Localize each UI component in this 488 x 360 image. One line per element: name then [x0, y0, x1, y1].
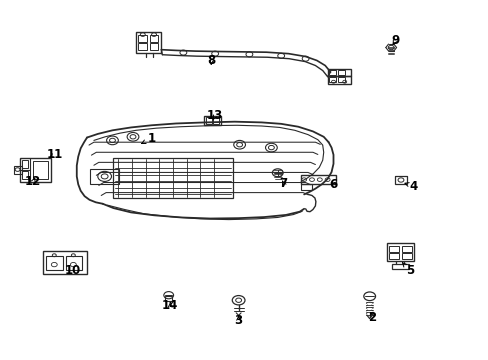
- Bar: [388, 246, 398, 252]
- Text: 10: 10: [64, 264, 81, 277]
- Bar: [206, 117, 212, 124]
- Bar: [21, 160, 28, 168]
- Bar: [136, 32, 161, 53]
- Bar: [149, 35, 158, 42]
- Text: 11: 11: [46, 148, 63, 161]
- Text: 14: 14: [162, 299, 178, 312]
- Bar: [90, 169, 119, 184]
- Bar: [328, 77, 335, 82]
- Bar: [391, 264, 408, 269]
- Bar: [327, 76, 350, 84]
- Bar: [394, 176, 407, 184]
- Text: 5: 5: [402, 263, 413, 277]
- Bar: [327, 69, 350, 76]
- Bar: [213, 117, 219, 124]
- Text: 9: 9: [390, 34, 398, 47]
- Bar: [401, 246, 411, 252]
- Bar: [149, 43, 158, 50]
- Text: 6: 6: [329, 178, 337, 191]
- Text: 4: 4: [404, 180, 416, 193]
- Bar: [328, 70, 335, 75]
- Bar: [337, 70, 344, 75]
- Bar: [165, 296, 172, 301]
- Bar: [33, 161, 48, 179]
- Bar: [20, 158, 51, 182]
- Bar: [113, 158, 233, 198]
- Bar: [46, 256, 62, 270]
- Text: 1: 1: [142, 132, 155, 145]
- Bar: [43, 251, 87, 274]
- Text: 13: 13: [206, 109, 223, 122]
- Text: 2: 2: [368, 311, 376, 324]
- Bar: [386, 243, 413, 261]
- Bar: [337, 77, 344, 82]
- Bar: [401, 253, 411, 259]
- Bar: [21, 171, 28, 179]
- Bar: [14, 166, 21, 174]
- Bar: [388, 253, 398, 259]
- Text: 8: 8: [207, 54, 215, 67]
- Bar: [204, 116, 221, 125]
- Text: 7: 7: [279, 177, 287, 190]
- Bar: [65, 256, 81, 270]
- Bar: [138, 43, 147, 50]
- Text: 12: 12: [25, 175, 41, 188]
- Bar: [138, 35, 147, 42]
- Bar: [300, 175, 335, 184]
- Bar: [301, 184, 311, 190]
- Text: 3: 3: [234, 314, 242, 327]
